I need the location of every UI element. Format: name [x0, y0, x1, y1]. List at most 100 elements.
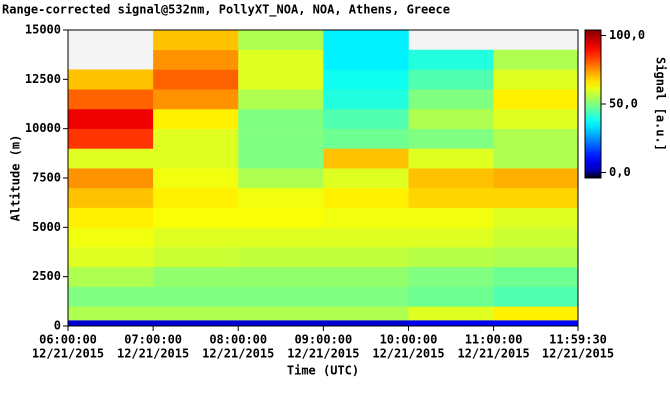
heatmap-cell: [323, 49, 409, 70]
x-tick-date: 12/21/2015: [372, 347, 444, 361]
y-tick-label: 7500: [32, 171, 61, 185]
heatmap-cell: [238, 128, 324, 149]
chart-title: Range-corrected signal@532nm, PollyXT_NO…: [2, 3, 450, 18]
heatmap-cell: [493, 306, 579, 321]
heatmap-cell: [323, 30, 409, 51]
heatmap-cell: [153, 89, 239, 110]
heatmap-cell: [408, 227, 494, 248]
heatmap-cell: [408, 69, 494, 90]
heatmap-cell: [68, 247, 154, 268]
heatmap-cell: [493, 89, 579, 110]
heatmap-cell: [238, 266, 324, 287]
x-tick-label: 11:00:00: [465, 333, 523, 347]
heatmap-cell: [68, 320, 154, 327]
heatmap-cell: [153, 266, 239, 287]
heatmap-cell: [323, 89, 409, 110]
y-tick-label: 15000: [25, 23, 61, 37]
x-tick-date: 12/21/2015: [202, 347, 274, 361]
heatmap-cell: [238, 69, 324, 90]
heatmap-cell: [493, 247, 579, 268]
heatmap-cell: [238, 187, 324, 208]
colorbar-tick-label: 100,0: [609, 28, 645, 42]
heatmap-cell: [153, 168, 239, 189]
heatmap-cell: [323, 168, 409, 189]
heatmap-cell: [493, 148, 579, 169]
heatmap-cell: [153, 49, 239, 70]
heatmap-cell: [408, 128, 494, 149]
heatmap-cell: [153, 286, 239, 307]
heatmap-cell: [153, 128, 239, 149]
heatmap-cell: [323, 247, 409, 268]
heatmap-cell: [238, 320, 324, 327]
heatmap-cell: [408, 320, 494, 327]
x-tick-date: 12/21/2015: [32, 347, 104, 361]
heatmap-cell: [238, 108, 324, 129]
heatmap-cell: [68, 89, 154, 110]
heatmap-cell: [408, 247, 494, 268]
x-tick-date: 12/21/2015: [287, 347, 359, 361]
heatmap-cell: [238, 207, 324, 228]
heatmap-cell: [153, 306, 239, 321]
colorbar-label: Signal [a.u.]: [654, 57, 668, 151]
heatmap-cell: [493, 128, 579, 149]
heatmap-cell: [493, 227, 579, 248]
y-axis-label: Altitude (m): [9, 135, 23, 222]
heatmap-cell: [493, 320, 579, 327]
colorbar: [584, 29, 602, 179]
heatmap-cell: [153, 320, 239, 327]
heatmap-cell: [408, 108, 494, 129]
heatmap-cell: [408, 266, 494, 287]
y-tick-label: 10000: [25, 121, 61, 135]
heatmap-cell: [68, 128, 154, 149]
heatmap-cell: [408, 49, 494, 70]
heatmap-cell: [408, 306, 494, 321]
heatmap-cell: [238, 148, 324, 169]
heatmap-cell: [68, 286, 154, 307]
heatmap-cell: [153, 227, 239, 248]
heatmap-cell: [153, 69, 239, 90]
x-tick-label: 08:00:00: [209, 333, 267, 347]
heatmap-cell: [68, 187, 154, 208]
heatmap-cell: [238, 227, 324, 248]
heatmap-cell: [493, 69, 579, 90]
heatmap-cell: [238, 168, 324, 189]
heatmap-cell: [323, 227, 409, 248]
heatmap-cell: [493, 49, 579, 70]
heatmap-cell: [238, 49, 324, 70]
heatmap-cell: [68, 69, 154, 90]
x-tick-date: 12/21/2015: [542, 347, 614, 361]
heatmap-cell: [323, 207, 409, 228]
x-tick-date: 12/21/2015: [457, 347, 529, 361]
heatmap-cell: [493, 207, 579, 228]
heatmap-cell: [153, 207, 239, 228]
heatmap-cell: [238, 89, 324, 110]
heatmap-cell: [323, 286, 409, 307]
heatmap-cell: [68, 168, 154, 189]
heatmap-cell: [68, 148, 154, 169]
heatmap-cell: [408, 148, 494, 169]
heatmap-cell: [153, 108, 239, 129]
heatmap-cell: [493, 108, 579, 129]
heatmap-cell: [408, 168, 494, 189]
heatmap-cell: [408, 286, 494, 307]
heatmap-cell: [323, 108, 409, 129]
heatmap-cell: [68, 227, 154, 248]
x-tick-label: 09:00:00: [294, 333, 352, 347]
heatmap-cell: [323, 69, 409, 90]
heatmap-cell: [238, 30, 324, 51]
y-tick-label: 12500: [25, 72, 61, 86]
y-tick-label: 5000: [32, 220, 61, 234]
heatmap-cell: [238, 286, 324, 307]
x-tick-label: 06:00:00: [39, 333, 97, 347]
heatmap-cell: [493, 187, 579, 208]
heatmap-cell: [323, 128, 409, 149]
heatmap-cell: [68, 306, 154, 321]
heatmap-cell: [323, 306, 409, 321]
heatmap-cell: [493, 286, 579, 307]
heatmap-cell: [153, 148, 239, 169]
heatmap-cell: [323, 266, 409, 287]
heatmap-cell: [153, 30, 239, 51]
y-tick-label: 2500: [32, 269, 61, 283]
colorbar-tick-label: 0,0: [609, 165, 631, 179]
